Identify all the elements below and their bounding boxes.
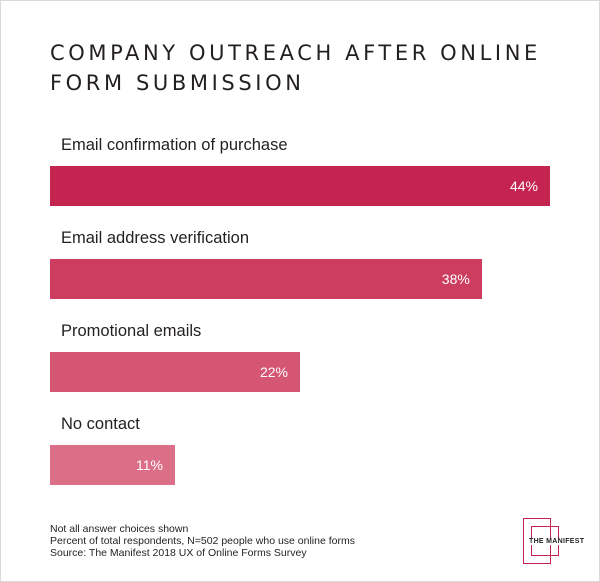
bar-value-label: 38%: [441, 271, 470, 287]
footnotes: Not all answer choices shown Percent of …: [50, 523, 355, 559]
bar-value-label: 44%: [509, 178, 538, 194]
bar: [50, 445, 175, 485]
bar-value-label: 22%: [259, 364, 288, 380]
category-label: Promotional emails: [61, 322, 202, 340]
footnote-1: Not all answer choices shown: [50, 523, 189, 535]
chart-title: COMPANY OUTREACH AFTER ONLINE FORM SUBMI…: [50, 41, 541, 95]
bar: [50, 166, 550, 206]
logo-text: THE MANIFEST: [528, 538, 586, 545]
category-label: No contact: [61, 415, 140, 433]
bar: [50, 259, 482, 299]
footnote-3: Source: The Manifest 2018 UX of Online F…: [50, 547, 307, 559]
category-label: Email address verification: [61, 229, 249, 247]
bar: [50, 352, 300, 392]
bar-value-label: 11%: [136, 457, 163, 473]
manifest-logo: THE MANIFEST: [523, 518, 586, 564]
category-label: Email confirmation of purchase: [61, 136, 288, 154]
footnote-2: Percent of total respondents, N=502 peop…: [50, 535, 355, 547]
